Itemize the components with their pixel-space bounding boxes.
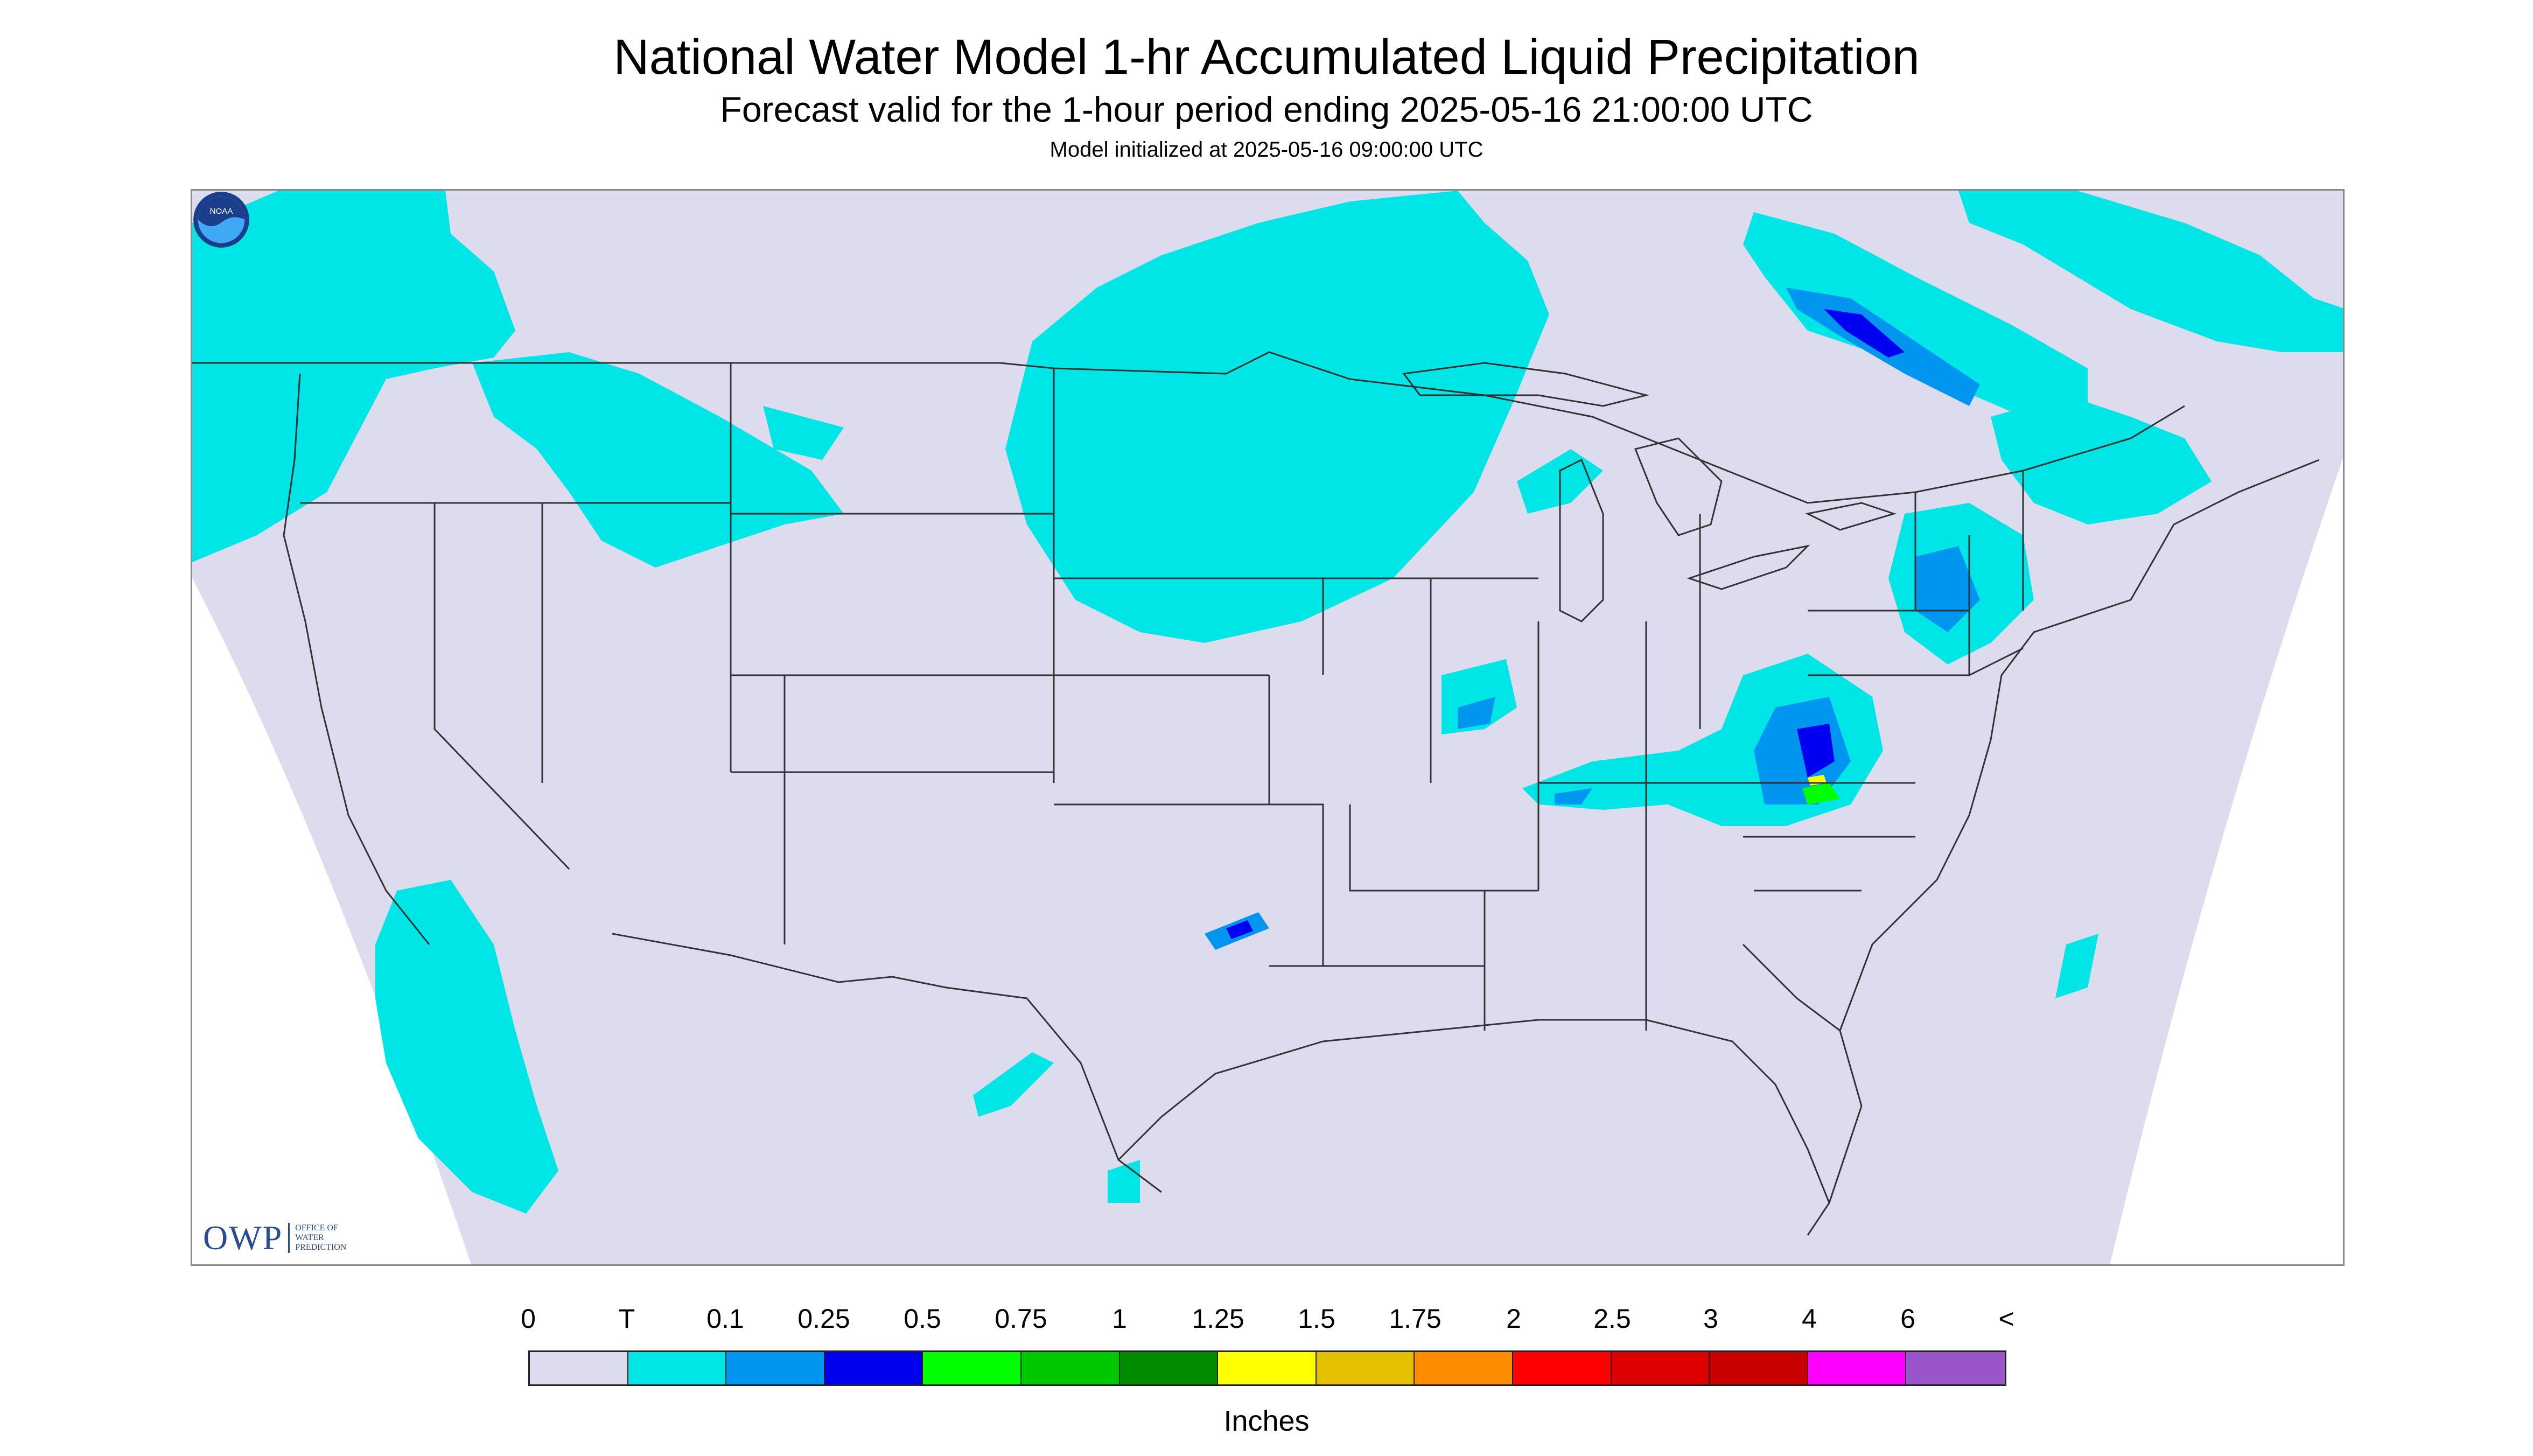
- owp-logo: OWP OFFICE OF WATER PREDICTION: [203, 1218, 346, 1258]
- legend-swatch: [1906, 1352, 2005, 1384]
- precip-trace-areas: [192, 191, 2343, 1214]
- precip-new-england: [1991, 395, 2212, 524]
- map-title: National Water Model 1-hr Accumulated Li…: [613, 30, 1920, 85]
- legend-swatch: [1808, 1352, 1907, 1384]
- legend-label: T: [618, 1304, 635, 1334]
- coastline-west: [283, 373, 430, 945]
- noaa-logo-wave: [198, 196, 245, 227]
- legend-label: 1.25: [1192, 1304, 1244, 1334]
- owp-divider: [288, 1223, 290, 1253]
- precip-atlantic: [2055, 934, 2098, 998]
- precip-montana: [763, 406, 844, 460]
- precip-texas-mexico: [973, 1052, 1054, 1117]
- legend-labels: 0 T 0.1 0.25 0.5 0.75 1 1.25 1.5 1.75 2 2.5 3 4 6 <: [0, 1303, 2533, 1341]
- lake-superior: [1402, 362, 1649, 407]
- legend-label: 2: [1506, 1304, 1521, 1334]
- legend-swatch: [530, 1352, 628, 1384]
- lake-erie: [1687, 544, 1810, 590]
- legend-label: 0.5: [904, 1304, 941, 1334]
- precip-california: [375, 880, 558, 1214]
- legend-swatch: [1513, 1352, 1612, 1384]
- precip-green-cell: [1802, 783, 1840, 804]
- owp-mark: OWP: [203, 1219, 283, 1257]
- state-lines-east: [1742, 471, 2024, 1032]
- precip-heavy-oklahoma: [1226, 920, 1253, 939]
- legend-label: 1.5: [1298, 1304, 1335, 1334]
- legend-label: 6: [1900, 1304, 1915, 1334]
- legend-label: 0.75: [995, 1304, 1047, 1334]
- mexico-us-border: [612, 933, 1162, 1193]
- boundaries: [192, 351, 2320, 1236]
- owp-text-line: PREDICTION: [295, 1243, 347, 1252]
- owp-text: OFFICE OF WATER PREDICTION: [295, 1223, 346, 1252]
- noaa-logo: NOAA: [193, 192, 249, 248]
- legend-label: 0.1: [706, 1304, 744, 1334]
- legend-label: 0.25: [797, 1304, 850, 1334]
- legend-swatch: [1119, 1352, 1219, 1384]
- legend-label: <: [1998, 1304, 2014, 1334]
- precip-quebec-ontario: [1743, 212, 2088, 417]
- lake-huron: [1634, 437, 1723, 536]
- legend-label: 1: [1112, 1304, 1127, 1334]
- legend-unit: Inches: [1223, 1405, 1310, 1437]
- legend-swatch: [1611, 1352, 1710, 1384]
- state-lines-west: [300, 363, 1324, 966]
- noaa-logo-water: [198, 217, 245, 243]
- legend-label: 4: [1802, 1304, 1817, 1334]
- legend-label: 3: [1703, 1304, 1718, 1334]
- legend-label: 2.5: [1593, 1304, 1631, 1334]
- precip-light-kentucky: [1555, 788, 1592, 804]
- precipitation-map: OWP OFFICE OF WATER PREDICTION NOAA: [191, 189, 2345, 1266]
- legend-swatch: [726, 1352, 825, 1384]
- precip-heavy-appalachia: [1797, 724, 1835, 778]
- model-init-text: Model initialized at 2025-05-16 09:00:00…: [1049, 138, 1484, 162]
- legend-swatch: [923, 1352, 1021, 1384]
- precip-heavy-areas: [1226, 309, 1905, 939]
- coastline-gulf: [1117, 1019, 1830, 1236]
- legend-swatch: [1415, 1352, 1513, 1384]
- legend-label: 0: [521, 1304, 536, 1334]
- precip-pacific-northwest: [192, 191, 515, 562]
- map-canvas: [192, 191, 2343, 1264]
- precip-light-illinois: [1458, 697, 1495, 729]
- legend-label: 1.75: [1389, 1304, 1442, 1334]
- legend-swatch: [1218, 1352, 1317, 1384]
- owp-text-line: WATER: [295, 1233, 324, 1242]
- noaa-logo-text: NOAA: [210, 207, 234, 216]
- state-lines-central: [1054, 514, 1915, 1031]
- legend-swatch: [824, 1352, 923, 1384]
- map-subtitle: Forecast valid for the 1-hour period end…: [720, 89, 1813, 129]
- lake-michigan: [1559, 458, 1604, 622]
- owp-text-line: OFFICE OF: [295, 1223, 338, 1233]
- precip-dakotas-minnesota: [1005, 191, 1549, 643]
- legend-swatch: [1021, 1352, 1120, 1384]
- lake-ontario: [1805, 502, 1897, 531]
- legend-swatch: [1316, 1352, 1415, 1384]
- legend-swatch: [628, 1352, 727, 1384]
- precip-heavy-quebec: [1824, 309, 1905, 358]
- legend-colorbar: [528, 1350, 2006, 1386]
- precip-canada-maritime: [1958, 191, 2343, 352]
- legend-swatch: [1710, 1352, 1808, 1384]
